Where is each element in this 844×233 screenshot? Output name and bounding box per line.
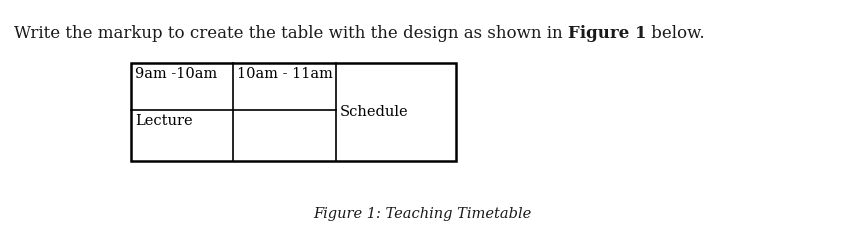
Bar (131, 63, 456, 161)
Text: below.: below. (646, 25, 704, 42)
Text: Figure 1: Figure 1 (567, 25, 646, 42)
Text: 10am - 11am: 10am - 11am (237, 67, 333, 81)
Text: Figure 1: Teaching Timetable: Figure 1: Teaching Timetable (313, 207, 531, 221)
Text: Schedule: Schedule (339, 105, 408, 119)
Text: Write the markup to create the table with the design as shown in: Write the markup to create the table wit… (14, 25, 567, 42)
Text: Lecture: Lecture (135, 114, 192, 128)
Text: 9am -10am: 9am -10am (135, 67, 217, 81)
